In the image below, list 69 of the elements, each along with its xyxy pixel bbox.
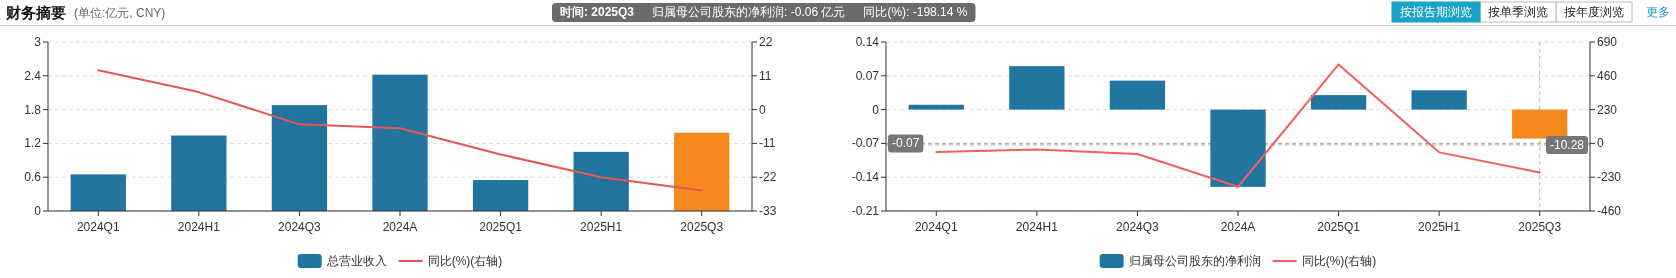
text: 更多 (1646, 5, 1670, 19)
bar (1411, 90, 1467, 110)
y-tick-label: -0.21 (851, 204, 880, 218)
x-tick-label: 2025Q1 (479, 220, 523, 234)
y2-tick-label: 690 (1597, 35, 1618, 49)
x-tick-label: 2024H1 (1015, 220, 1059, 234)
line-series (97, 69, 703, 192)
y-tick-label: 0 (34, 204, 42, 218)
bar (1210, 109, 1266, 187)
text: 按年度浏览 (1564, 5, 1624, 19)
ref-line-label: -10.28 (1549, 137, 1585, 152)
text: 归属母公司股东的净利润: -0.06 亿元 (652, 5, 846, 19)
y-tick-label: 3 (34, 35, 42, 49)
y2-tick-label: 0 (759, 102, 766, 117)
y2-tick-label: 22 (759, 35, 773, 49)
x-tick-label: 2025Q1 (1317, 220, 1361, 234)
y-tick-label: -0.14 (851, 170, 880, 185)
text: 时间: 2025Q3 (560, 5, 635, 19)
bar (674, 132, 730, 211)
y2-tick-label: -11 (759, 136, 776, 151)
x-tick-label: 2025H1 (580, 220, 623, 234)
bar (908, 104, 964, 110)
x-tick-label: 2024H1 (177, 220, 221, 234)
y-tick-label: 0 (872, 102, 880, 117)
y2-tick-label: 460 (1597, 68, 1618, 83)
bar (271, 105, 328, 211)
legend-label: 归属母公司股东的净利润 (1128, 254, 1261, 268)
bar (1109, 80, 1166, 110)
legend-label: 总营业收入 (325, 254, 387, 268)
y2-tick-label: -230 (1597, 170, 1622, 185)
legend-label: 同比(%)(右轴) (427, 254, 503, 268)
y2-tick-label: 230 (1597, 102, 1618, 117)
x-tick-label: 2024A (1220, 220, 1256, 234)
bar (1512, 109, 1568, 139)
legend-label: 同比(%)(右轴) (1301, 254, 1377, 268)
x-tick-label: 2024Q1 (76, 220, 120, 234)
text: 按报告期浏览 (1400, 5, 1472, 19)
y-tick-label: 0.6 (24, 170, 42, 185)
y2-tick-label: -33 (759, 204, 777, 218)
x-tick-label: 2024Q3 (1116, 220, 1160, 234)
x-tick-label: 2024Q1 (914, 220, 958, 234)
y-tick-label: 1.2 (24, 136, 42, 151)
bar (472, 180, 529, 211)
x-tick-label: 2025Q3 (1518, 220, 1562, 234)
line-series (935, 63, 1541, 188)
y2-tick-label: -460 (1597, 204, 1622, 218)
y-tick-label: -0.07 (851, 136, 880, 151)
bar (70, 174, 126, 211)
text: 财务摘要 (5, 4, 66, 21)
x-tick-label: 2025H1 (1418, 220, 1461, 234)
ref-line-label: -0.07 (892, 136, 920, 151)
y-tick-label: 2.4 (24, 68, 42, 83)
text: (单位:亿元, CNY) (74, 6, 166, 20)
y2-tick-label: 0 (1597, 136, 1604, 151)
bar (372, 74, 428, 211)
x-tick-label: 2024A (382, 220, 418, 234)
x-tick-label: 2024Q3 (278, 220, 322, 234)
y2-tick-label: -22 (759, 170, 777, 185)
y-tick-label: 1.8 (24, 102, 42, 117)
bar (1310, 95, 1367, 110)
bar (171, 135, 227, 211)
x-tick-label: 2025Q3 (680, 220, 724, 234)
y-tick-label: 0.07 (855, 68, 880, 83)
y2-tick-label: 11 (759, 68, 772, 83)
y-tick-label: 0.14 (855, 35, 880, 49)
text: 同比(%): -198.14 % (863, 5, 968, 19)
text: 按单季浏览 (1488, 5, 1548, 19)
bar (573, 151, 629, 211)
bar (1009, 66, 1065, 110)
